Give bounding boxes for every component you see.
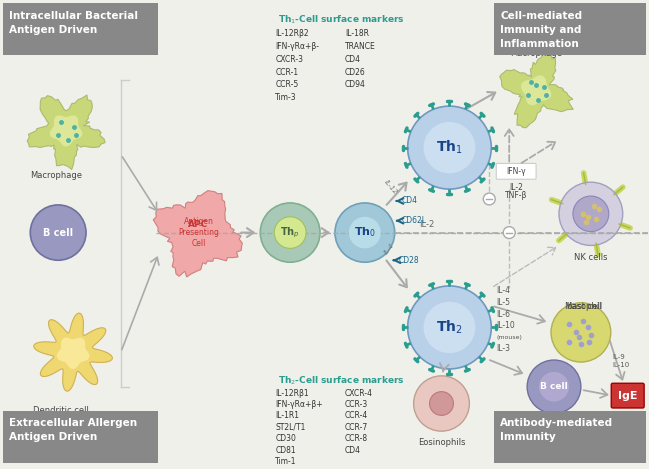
Text: (mouse): (mouse) (496, 335, 522, 340)
Text: Tim-1: Tim-1 (275, 457, 297, 466)
Circle shape (430, 392, 454, 416)
Text: Macrophage: Macrophage (510, 49, 562, 58)
Text: Th$_1$: Th$_1$ (436, 139, 463, 156)
Text: IL-18R: IL-18R (345, 29, 369, 38)
Text: IL-12Rβ1: IL-12Rβ1 (275, 389, 309, 398)
Polygon shape (153, 190, 242, 277)
Text: Th$_p$: Th$_p$ (280, 226, 300, 240)
Text: Th$_0$: Th$_0$ (354, 226, 376, 240)
Text: CD62L: CD62L (402, 216, 426, 225)
Circle shape (559, 182, 623, 245)
Text: IL-5: IL-5 (496, 298, 510, 307)
Circle shape (573, 196, 609, 232)
Text: Mast cell: Mast cell (565, 302, 602, 310)
Text: Extracellular Allergen
Antigen Driven: Extracellular Allergen Antigen Driven (9, 418, 138, 442)
Circle shape (503, 227, 515, 239)
Text: IgE: IgE (618, 391, 637, 401)
Text: ST2L/T1: ST2L/T1 (275, 423, 306, 432)
Circle shape (349, 217, 381, 249)
Text: IL-1R1: IL-1R1 (275, 411, 299, 420)
Circle shape (527, 360, 581, 413)
Text: IFN-γ: IFN-γ (506, 167, 526, 176)
Text: CD81: CD81 (275, 446, 296, 454)
FancyBboxPatch shape (495, 3, 646, 55)
Text: IFN-γRα+β+: IFN-γRα+β+ (275, 400, 323, 409)
Polygon shape (50, 115, 82, 147)
Text: Antigen
Presenting
Cell: Antigen Presenting Cell (178, 217, 219, 248)
Text: APC: APC (188, 220, 209, 229)
Text: TNF-β: TNF-β (505, 191, 528, 200)
FancyBboxPatch shape (611, 383, 644, 408)
Text: Dendritic cell: Dendritic cell (33, 407, 89, 416)
Text: IFN-γRα+β-: IFN-γRα+β- (275, 42, 319, 51)
Text: IL-12: IL-12 (383, 179, 398, 196)
Text: IL-4: IL-4 (383, 242, 395, 255)
Circle shape (424, 122, 475, 174)
Text: CCR-1: CCR-1 (275, 68, 299, 76)
Text: CCR-8: CCR-8 (345, 434, 368, 443)
Text: CCR-7: CCR-7 (345, 423, 368, 432)
Text: B cell: B cell (540, 382, 568, 391)
Text: CD4: CD4 (402, 197, 418, 205)
Text: CCR-4: CCR-4 (345, 411, 368, 420)
Text: CCR-5: CCR-5 (275, 80, 299, 90)
Text: CD94: CD94 (345, 80, 366, 90)
Circle shape (413, 376, 469, 431)
Text: IL-4: IL-4 (496, 286, 510, 295)
Circle shape (408, 106, 491, 189)
Text: IL-2: IL-2 (509, 183, 523, 192)
FancyBboxPatch shape (496, 163, 536, 179)
FancyBboxPatch shape (495, 411, 646, 463)
Text: Intracellular Bacterial
Antigen Driven: Intracellular Bacterial Antigen Driven (9, 11, 138, 35)
Text: Cell-mediated
Immunity and
Inflammation: Cell-mediated Immunity and Inflammation (500, 11, 582, 49)
Text: Th$_2$: Th$_2$ (436, 319, 463, 336)
Text: IL-2: IL-2 (420, 219, 435, 229)
Circle shape (335, 203, 395, 262)
Text: IL-10: IL-10 (613, 362, 630, 368)
Polygon shape (27, 95, 105, 170)
Text: Th$_2$-Cell surface markers: Th$_2$-Cell surface markers (278, 375, 405, 387)
Text: IL-10: IL-10 (496, 321, 515, 331)
Circle shape (539, 372, 569, 401)
Text: Tim-3: Tim-3 (275, 93, 297, 102)
Text: IL-6: IL-6 (496, 310, 510, 318)
Circle shape (275, 217, 306, 249)
Polygon shape (521, 76, 551, 106)
Circle shape (31, 205, 86, 260)
Text: TRANCE: TRANCE (345, 42, 376, 51)
Text: Macrophage: Macrophage (30, 171, 82, 180)
Text: IL-12Rβ2: IL-12Rβ2 (275, 29, 309, 38)
Text: CXCR-3: CXCR-3 (275, 55, 303, 64)
Text: NK cells: NK cells (574, 253, 607, 262)
Circle shape (408, 286, 491, 369)
Text: CXCR-4: CXCR-4 (345, 389, 373, 398)
Polygon shape (500, 53, 573, 128)
Text: IL-9: IL-9 (613, 354, 626, 360)
Circle shape (260, 203, 320, 262)
Text: B cell: B cell (43, 227, 73, 238)
FancyBboxPatch shape (3, 3, 158, 55)
Text: CCR-3: CCR-3 (345, 400, 368, 409)
Polygon shape (34, 313, 112, 391)
Circle shape (484, 193, 495, 205)
Text: CD30: CD30 (275, 434, 296, 443)
Text: CD4: CD4 (345, 55, 361, 64)
Text: CD4: CD4 (345, 446, 361, 454)
FancyBboxPatch shape (3, 411, 158, 463)
Circle shape (424, 302, 475, 353)
Circle shape (551, 303, 611, 362)
Text: CD26: CD26 (345, 68, 365, 76)
Text: Eosinophils: Eosinophils (418, 438, 465, 447)
Text: Th$_1$-Cell surface markers: Th$_1$-Cell surface markers (278, 13, 405, 26)
Text: Antibody-mediated
Immunity: Antibody-mediated Immunity (500, 418, 613, 442)
Polygon shape (56, 338, 90, 369)
Text: basophil: basophil (566, 291, 602, 310)
Text: CD28: CD28 (398, 256, 419, 265)
Text: IL-3: IL-3 (496, 344, 510, 353)
